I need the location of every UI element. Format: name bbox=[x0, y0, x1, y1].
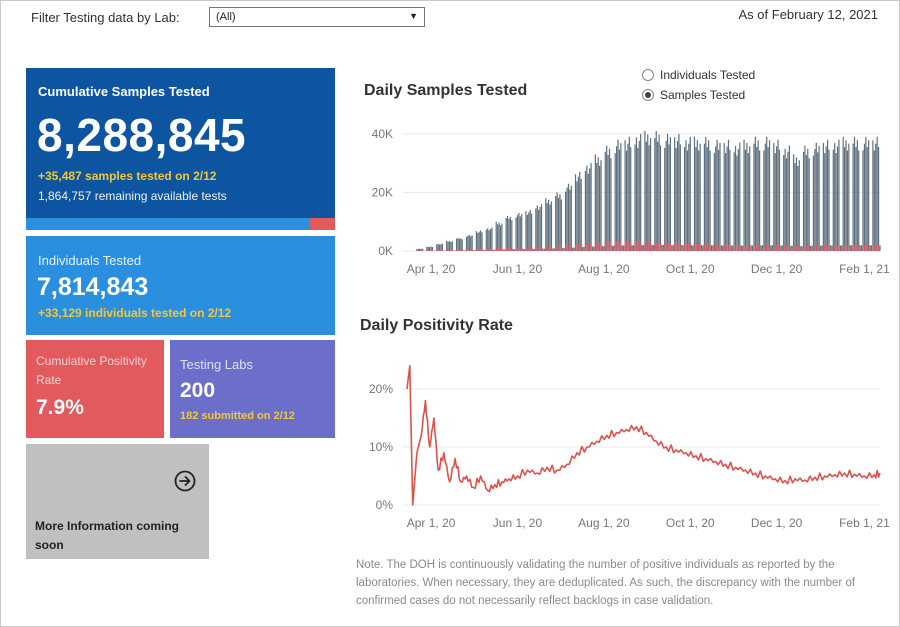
labs-submitted-today: 182 submitted on 2/12 bbox=[180, 410, 295, 422]
x-tick-label: Oct 1, 20 bbox=[666, 262, 715, 276]
y-tick-label: 10% bbox=[369, 440, 393, 454]
daily-samples-title: Daily Samples Tested bbox=[364, 82, 528, 99]
daily-positivity-title: Daily Positivity Rate bbox=[360, 317, 513, 334]
used-tests-bar bbox=[26, 218, 310, 230]
daily-positivity-chart: 0% 10% 20% Apr 1, 20 Jun 1, 20 Aug 1, 20 Oct 1… bbox=[369, 365, 890, 530]
radio-dot-individuals[interactable] bbox=[642, 69, 654, 81]
x-tick-label: Apr 1, 20 bbox=[407, 516, 456, 530]
more-information-card[interactable]: More Information coming soon bbox=[26, 444, 209, 559]
x-tick-label: Aug 1, 20 bbox=[578, 262, 630, 276]
y-tick-label: 40K bbox=[372, 127, 393, 141]
x-tick-label: Apr 1, 20 bbox=[407, 262, 456, 276]
samples-tested-today: +35,487 samples tested on 2/12 bbox=[38, 169, 217, 183]
y-tick-label: 20% bbox=[369, 382, 393, 396]
individuals-tested-today: +33,129 individuals tested on 2/12 bbox=[38, 306, 232, 320]
y-tick-label: 20K bbox=[372, 185, 393, 199]
arrow-right-circle-icon[interactable] bbox=[174, 470, 196, 492]
radio-individuals-tested[interactable]: Individuals Tested bbox=[642, 65, 755, 85]
cumulative-samples-title: Cumulative Samples Tested bbox=[38, 84, 210, 99]
x-tick-label: Aug 1, 20 bbox=[578, 516, 630, 530]
filter-label: Filter Testing data by Lab: bbox=[31, 10, 180, 25]
positivity-rate-line bbox=[406, 365, 881, 506]
radio-dot-samples[interactable] bbox=[642, 89, 654, 101]
x-tick-label: Dec 1, 20 bbox=[751, 262, 803, 276]
testing-labs-card: Testing Labs 200 182 submitted on 2/12 bbox=[170, 340, 335, 438]
x-tick-label: Feb 1, 21 bbox=[839, 262, 890, 276]
positivity-rate-value: 7.9% bbox=[36, 396, 84, 419]
x-tick-label: Feb 1, 21 bbox=[839, 516, 890, 530]
x-tick-label: Jun 1, 20 bbox=[493, 262, 543, 276]
as-of-date: As of February 12, 2021 bbox=[738, 7, 878, 22]
individuals-tested-card: Individuals Tested 7,814,843 +33,129 ind… bbox=[26, 236, 335, 335]
more-information-text: More Information coming soon bbox=[35, 519, 179, 552]
remaining-tests-bar bbox=[310, 218, 335, 230]
dropdown-arrow-icon: ▼ bbox=[409, 11, 418, 21]
x-tick-label: Dec 1, 20 bbox=[751, 516, 803, 530]
radio-samples-tested[interactable]: Samples Tested bbox=[642, 85, 755, 105]
daily-samples-chart: 0K 20K 40K Apr 1, 20 Jun 1, 20 Aug 1, 20 Oct 1… bbox=[372, 127, 890, 276]
measure-toggle: Individuals Tested Samples Tested bbox=[642, 65, 755, 105]
positivity-rate-title: Cumulative Positivity Rate bbox=[36, 354, 147, 387]
lab-filter-value: (All) bbox=[216, 11, 236, 23]
x-tick-label: Oct 1, 20 bbox=[666, 516, 715, 530]
cumulative-samples-value: 8,288,845 bbox=[37, 109, 247, 161]
y-tick-label: 0K bbox=[378, 244, 393, 258]
individuals-tested-value: 7,814,843 bbox=[37, 273, 149, 301]
remaining-tests: 1,864,757 remaining available tests bbox=[38, 189, 227, 203]
lab-filter-dropdown[interactable]: (All) ▼ bbox=[209, 7, 425, 27]
positivity-rate-card: Cumulative Positivity Rate 7.9% bbox=[26, 340, 164, 438]
testing-labs-value: 200 bbox=[180, 379, 216, 402]
cumulative-samples-card: Cumulative Samples Tested 8,288,845 +35,… bbox=[26, 68, 335, 230]
radio-label-samples: Samples Tested bbox=[660, 88, 746, 102]
testing-labs-title: Testing Labs bbox=[180, 357, 253, 372]
x-tick-label: Jun 1, 20 bbox=[493, 516, 543, 530]
radio-label-individuals: Individuals Tested bbox=[660, 68, 756, 82]
y-tick-label: 0% bbox=[376, 498, 394, 512]
individuals-tested-title: Individuals Tested bbox=[38, 253, 142, 268]
validation-note: Note. The DOH is continuously validating… bbox=[356, 559, 856, 607]
